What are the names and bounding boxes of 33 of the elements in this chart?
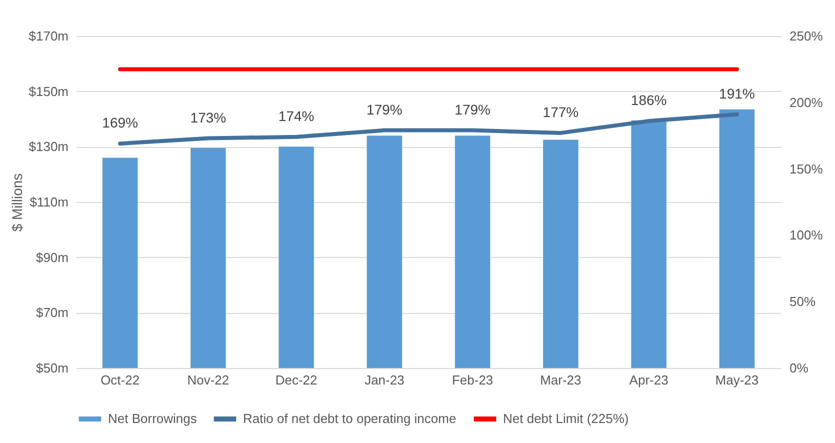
legend-label: Ratio of net debt to operating income <box>243 411 456 426</box>
data-label: 177% <box>542 104 579 120</box>
y-tick-label: $70m <box>36 305 68 320</box>
y-tick-label: $50m <box>36 360 68 376</box>
x-tick-label: Apr-23 <box>629 372 668 388</box>
y2-tick-label: 200% <box>790 94 824 110</box>
y2-tick-label: 100% <box>790 228 824 243</box>
y-tick-label: $110m <box>30 194 68 210</box>
y2-tick-label: 250% <box>790 28 824 44</box>
x-tick-label: Jan-23 <box>364 372 404 388</box>
data-label: 191% <box>719 85 755 102</box>
y-axis-title: $ Millions <box>8 173 25 232</box>
x-tick-label: Mar-23 <box>540 372 582 388</box>
x-tick-label: Feb-23 <box>452 372 494 388</box>
data-label: 173% <box>190 109 226 126</box>
legend-label: Net debt Limit (225%) <box>503 411 629 426</box>
data-label: 179% <box>366 101 402 118</box>
data-label: 179% <box>454 101 490 118</box>
y-tick-label: $150m <box>28 84 68 99</box>
y-tick-label: $130m <box>28 139 68 154</box>
y2-tick-label: 150% <box>790 161 824 176</box>
data-label: 174% <box>278 108 314 124</box>
y-tick-label: $170m <box>28 28 68 44</box>
data-label: 186% <box>630 92 667 108</box>
x-tick-label: Nov-22 <box>187 372 230 388</box>
y2-tick-label: 50% <box>790 294 816 310</box>
legend-label: Net Borrowings <box>108 411 198 426</box>
x-tick-label: May-23 <box>715 372 759 388</box>
x-tick-label: Oct-22 <box>100 372 140 388</box>
y2-tick-label: 0% <box>790 360 809 376</box>
y-tick-label: $90m <box>36 250 68 265</box>
x-tick-label: Dec-22 <box>275 372 318 388</box>
data-label: 169% <box>102 114 138 131</box>
